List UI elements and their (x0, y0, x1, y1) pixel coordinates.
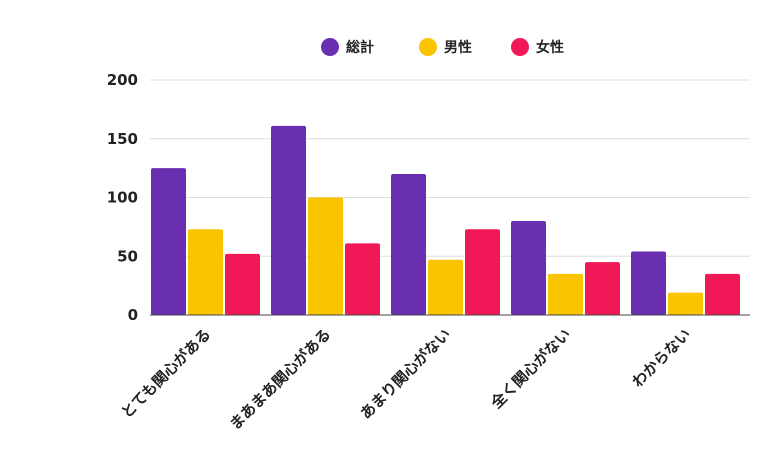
bar-3-4 (585, 262, 620, 315)
legend-swatch (511, 38, 529, 56)
bar-1-4 (511, 221, 546, 315)
legend-label: 女性 (536, 39, 564, 56)
y-tick-label: 150 (107, 130, 138, 148)
y-tick-label: 100 (107, 189, 138, 207)
legend-label: 総計 (346, 39, 374, 56)
x-category-label: わからない (629, 325, 695, 391)
x-category-label: あまり関心がない (357, 325, 455, 423)
bar-3-1 (225, 253, 260, 315)
legend: 総計 男性 女性 (321, 38, 564, 56)
bar-2-3 (428, 259, 463, 315)
bar-3-2 (345, 243, 380, 315)
y-tick-label: 0 (128, 306, 138, 324)
legend-swatch (321, 38, 339, 56)
bar-1-1 (151, 168, 186, 315)
legend-swatch (419, 38, 437, 56)
bar-2-2 (308, 197, 343, 315)
bar-3-5 (705, 273, 740, 315)
x-category-label: とても関心がある (118, 325, 215, 422)
y-tick-label: 200 (107, 71, 138, 89)
bar-1-5 (631, 251, 666, 315)
x-category-label: まあまあ関心がある (226, 325, 334, 433)
bar-1-3 (391, 174, 426, 315)
bar-3-3 (465, 229, 500, 315)
bar-1-2 (271, 125, 306, 315)
y-tick-label: 50 (117, 247, 138, 265)
x-category-label: 全く関心がない (487, 325, 575, 413)
legend-label: 男性 (444, 39, 472, 56)
gridlines (150, 79, 750, 257)
bars (151, 125, 740, 315)
y-axis-ticks: 0 50 100 150 200 (107, 71, 138, 324)
x-axis-labels: とても関心がある まあまあ関心がある あまり関心がない 全く関心がない わからない (118, 325, 695, 433)
bar-2-5 (668, 292, 703, 315)
bar-2-4 (548, 273, 583, 315)
bar-2-1 (188, 229, 223, 315)
